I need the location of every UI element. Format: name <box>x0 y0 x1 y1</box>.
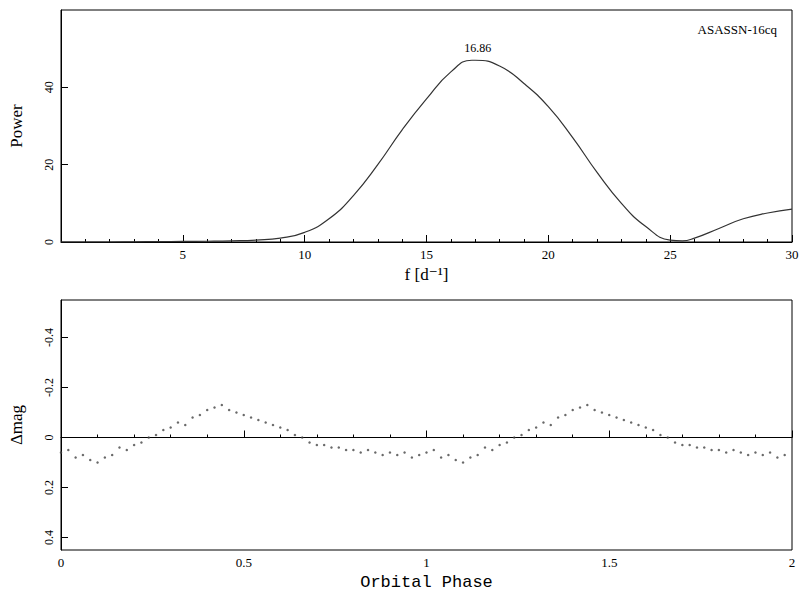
svg-text:0: 0 <box>42 435 56 441</box>
svg-text:10: 10 <box>298 247 311 262</box>
svg-text:f [d⁻¹]: f [d⁻¹] <box>405 265 449 284</box>
svg-text:1: 1 <box>423 555 430 570</box>
svg-text:0.2: 0.2 <box>42 480 56 495</box>
svg-text:25: 25 <box>664 247 677 262</box>
svg-text:1.5: 1.5 <box>601 555 617 570</box>
svg-text:30: 30 <box>786 247 799 262</box>
svg-text:40: 40 <box>42 81 56 93</box>
svg-text:15: 15 <box>420 247 433 262</box>
svg-text:Orbital Phase: Orbital Phase <box>360 573 493 592</box>
svg-text:16.86: 16.86 <box>464 41 491 55</box>
svg-text:ASASSN-16cq: ASASSN-16cq <box>698 22 778 37</box>
svg-text:0: 0 <box>42 239 56 245</box>
svg-text:0.4: 0.4 <box>42 530 56 545</box>
svg-text:2: 2 <box>789 555 796 570</box>
svg-text:Power: Power <box>7 104 26 148</box>
svg-text:0: 0 <box>58 555 65 570</box>
svg-text:-0.2: -0.2 <box>42 378 56 397</box>
svg-text:0.5: 0.5 <box>236 555 252 570</box>
svg-text:Δmag: Δmag <box>7 404 26 445</box>
svg-text:-0.4: -0.4 <box>42 328 56 347</box>
svg-text:20: 20 <box>42 159 56 171</box>
svg-text:20: 20 <box>542 247 555 262</box>
svg-text:5: 5 <box>180 247 187 262</box>
